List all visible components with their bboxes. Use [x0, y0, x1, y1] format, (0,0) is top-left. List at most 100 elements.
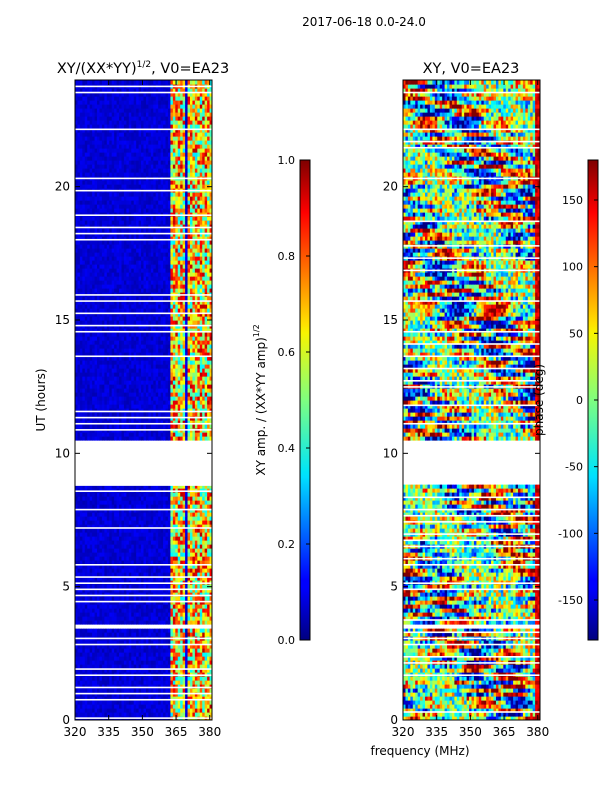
- heatmap-cell: [145, 712, 149, 717]
- heatmap-cell: [136, 460, 140, 465]
- heatmap-cell: [207, 468, 211, 473]
- heatmap-cell: [141, 408, 145, 413]
- heatmap-cell: [163, 564, 167, 569]
- heatmap-cell: [170, 492, 174, 497]
- heatmap-cell: [170, 620, 174, 625]
- heatmap-cell: [116, 596, 120, 601]
- heatmap-cell: [153, 652, 157, 657]
- heatmap-cell: [163, 608, 167, 613]
- heatmap-cell: [128, 516, 132, 521]
- heatmap-cell: [141, 376, 145, 381]
- heatmap-cell: [143, 540, 147, 545]
- heatmap-cell: [170, 440, 174, 445]
- heatmap-cell: [187, 696, 191, 701]
- heatmap-cell: [126, 484, 130, 489]
- heatmap-cell: [180, 704, 184, 709]
- heatmap-cell: [177, 568, 181, 573]
- heatmap-cell: [158, 648, 162, 653]
- heatmap-cell: [145, 412, 149, 417]
- heatmap-cell: [82, 436, 86, 441]
- heatmap-cell: [75, 580, 79, 585]
- heatmap-cell: [170, 504, 174, 509]
- heatmap-cell: [94, 708, 98, 713]
- heatmap-cell: [185, 576, 189, 581]
- heatmap-cell: [202, 488, 206, 493]
- heatmap-cell: [87, 408, 91, 413]
- heatmap-cell: [109, 564, 113, 569]
- heatmap-cell: [89, 392, 93, 397]
- heatmap-cell: [182, 468, 186, 473]
- heatmap-cell: [82, 380, 86, 385]
- heatmap-cell: [82, 468, 86, 473]
- heatmap-cell: [128, 704, 132, 709]
- heatmap-cell: [202, 648, 206, 653]
- heatmap-cell: [180, 612, 184, 617]
- heatmap-cell: [163, 696, 167, 701]
- heatmap-cell: [106, 560, 110, 565]
- heatmap-cell: [77, 684, 81, 689]
- heatmap-cell: [207, 364, 211, 369]
- heatmap-cell: [180, 580, 184, 585]
- heatmap-cell: [123, 696, 127, 701]
- heatmap-cell: [99, 620, 103, 625]
- heatmap-cell: [119, 664, 123, 669]
- heatmap-cell: [197, 404, 201, 409]
- heatmap-cell: [116, 460, 120, 465]
- heatmap-cell: [172, 640, 176, 645]
- heatmap-cell: [155, 396, 159, 401]
- heatmap-cell: [160, 672, 164, 677]
- heatmap-cell: [136, 536, 140, 541]
- heatmap-cell: [177, 532, 181, 537]
- heatmap-cell: [128, 396, 132, 401]
- heatmap-cell: [197, 464, 201, 469]
- heatmap-cell: [209, 564, 212, 569]
- heatmap-cell: [133, 564, 137, 569]
- heatmap-cell: [101, 576, 105, 581]
- heatmap-cell: [143, 424, 147, 429]
- heatmap-cell: [209, 668, 212, 673]
- heatmap-cell: [180, 500, 184, 505]
- heatmap-cell: [128, 404, 132, 409]
- heatmap-cell: [114, 676, 118, 681]
- heatmap-cell: [75, 500, 79, 505]
- heatmap-cell: [202, 536, 206, 541]
- heatmap-cell: [177, 556, 181, 561]
- heatmap-cell: [128, 448, 132, 453]
- heatmap-cell: [170, 408, 174, 413]
- heatmap-cell: [99, 432, 103, 437]
- heatmap-cell: [194, 652, 198, 657]
- heatmap-cell: [187, 496, 191, 501]
- heatmap-cell: [202, 560, 206, 565]
- heatmap-cell: [192, 436, 196, 441]
- heatmap-cell: [199, 392, 203, 397]
- heatmap-cell: [207, 444, 211, 449]
- heatmap-cell: [126, 608, 130, 613]
- heatmap-cell: [136, 444, 140, 449]
- heatmap-cell: [89, 424, 93, 429]
- heatmap-cell: [109, 700, 113, 705]
- heatmap-cell: [138, 392, 142, 397]
- heatmap-cell: [150, 460, 154, 465]
- heatmap-cell: [189, 604, 194, 609]
- heatmap-cell: [116, 448, 120, 453]
- heatmap-cell: [138, 640, 142, 645]
- heatmap-cell: [101, 700, 105, 705]
- heatmap-cell: [89, 384, 93, 389]
- heatmap-cell: [77, 564, 81, 569]
- heatmap-cell: [165, 576, 169, 581]
- heatmap-cell: [172, 616, 176, 621]
- heatmap-cell: [119, 396, 123, 401]
- heatmap-cell: [128, 560, 132, 565]
- heatmap-cell: [177, 436, 181, 441]
- heatmap-cell: [97, 368, 101, 373]
- heatmap-cell: [84, 616, 88, 621]
- heatmap-cell: [155, 408, 159, 413]
- heatmap-cell: [106, 396, 110, 401]
- heatmap-cell: [207, 548, 211, 553]
- heatmap-cell: [187, 604, 191, 609]
- heatmap-cell: [150, 396, 154, 401]
- heatmap-cell: [136, 560, 140, 565]
- heatmap-cell: [138, 484, 142, 489]
- heatmap-cell: [209, 376, 212, 381]
- heatmap-cell: [207, 616, 211, 621]
